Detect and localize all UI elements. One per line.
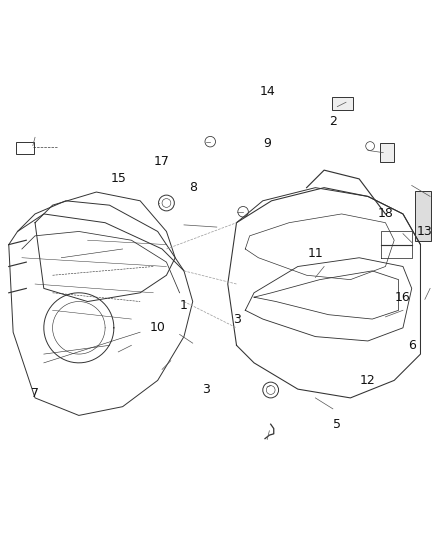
Circle shape [159, 195, 174, 211]
Circle shape [238, 206, 248, 217]
FancyBboxPatch shape [415, 191, 431, 241]
Circle shape [266, 386, 275, 394]
Text: 9: 9 [263, 138, 271, 150]
Text: 3: 3 [233, 312, 240, 326]
Text: 13: 13 [417, 225, 433, 238]
FancyBboxPatch shape [332, 97, 353, 110]
Text: 8: 8 [189, 181, 197, 194]
Circle shape [366, 142, 374, 150]
Text: 7: 7 [31, 387, 39, 400]
Text: 18: 18 [378, 207, 393, 221]
FancyBboxPatch shape [16, 142, 34, 154]
Text: 1: 1 [180, 300, 188, 312]
Text: 3: 3 [202, 383, 210, 395]
Text: 11: 11 [307, 247, 323, 260]
Text: 14: 14 [259, 85, 275, 98]
Text: 16: 16 [395, 290, 411, 304]
Text: 10: 10 [150, 321, 166, 334]
Text: 12: 12 [360, 374, 376, 387]
Circle shape [162, 199, 171, 207]
Text: 2: 2 [329, 116, 337, 128]
FancyBboxPatch shape [380, 143, 394, 162]
Text: 6: 6 [408, 339, 416, 352]
Circle shape [263, 382, 279, 398]
Text: 5: 5 [333, 418, 341, 431]
Circle shape [205, 136, 215, 147]
Text: 17: 17 [154, 155, 170, 168]
Text: 15: 15 [110, 172, 126, 185]
